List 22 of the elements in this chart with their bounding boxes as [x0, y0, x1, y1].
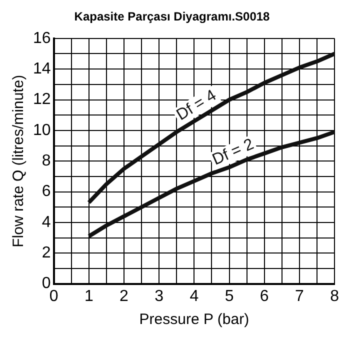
x-tick-label: 5: [224, 288, 234, 305]
y-tick-label: 14: [33, 60, 51, 78]
x-tick-label: 8: [330, 288, 340, 305]
x-tick-label: 4: [190, 288, 199, 305]
text: Df = 4: [174, 86, 220, 124]
x-tick-label: 6: [260, 288, 269, 305]
x-tick-label: 3: [154, 288, 164, 305]
y-tick-label: 12: [33, 91, 51, 108]
x-tick-label: 1: [84, 288, 94, 305]
chart-title: Kapasite Parçası Diyagramı.S0018: [74, 10, 270, 24]
y-axis-title: Flow rate Q (litres/minute): [10, 74, 28, 248]
y-tick-label: 16: [33, 30, 51, 47]
y-tick-label: 6: [42, 183, 51, 200]
y-tick-label: 8: [42, 152, 51, 170]
y-tick-label: 0: [42, 275, 51, 292]
y-tick-label: 2: [42, 244, 51, 262]
y-tick-label: 10: [33, 122, 51, 139]
x-tick-label: 7: [295, 288, 304, 305]
text: Df = 2: [210, 136, 256, 169]
x-axis-title: Pressure P (bar): [139, 311, 250, 328]
x-tick-label: 2: [120, 288, 129, 305]
y-tick-label: 4: [42, 214, 51, 231]
